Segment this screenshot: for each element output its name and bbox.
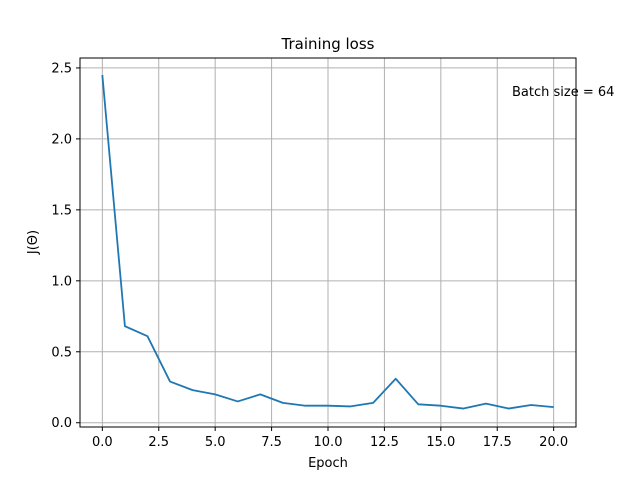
- y-tick-label: 2.5: [51, 61, 72, 76]
- x-tick-label: 2.5: [148, 435, 169, 450]
- chart-title: Training loss: [281, 35, 375, 53]
- x-axis-label: Epoch: [308, 456, 348, 471]
- batch-size-annotation: Batch size = 64: [512, 85, 614, 100]
- y-tick-label: 1.0: [51, 274, 72, 289]
- x-tick-label: 5.0: [205, 435, 226, 450]
- y-axis-label: J(Θ): [26, 230, 41, 255]
- y-axis-ticks: 0.0 0.5 1.0 1.5 2.0 2.5: [51, 61, 80, 431]
- loss-line: [101, 74, 554, 410]
- y-tick-label: 0.5: [51, 345, 72, 360]
- y-tick-label: 0.0: [51, 416, 72, 431]
- x-tick-label: 10.0: [314, 435, 343, 450]
- x-tick-label: 12.5: [370, 435, 399, 450]
- x-tick-label: 20.0: [539, 435, 568, 450]
- series-lines: [101, 74, 554, 410]
- y-tick-label: 2.0: [51, 132, 72, 147]
- x-tick-label: 7.5: [261, 435, 282, 450]
- x-axis-ticks: 0.0 2.5 5.0 7.5 10.0 12.5 15.0 17.5 20.0: [92, 427, 568, 450]
- x-tick-label: 0.0: [92, 435, 113, 450]
- y-tick-label: 1.5: [51, 203, 72, 218]
- x-tick-label: 15.0: [426, 435, 455, 450]
- grid-lines: [80, 58, 576, 427]
- x-tick-label: 17.5: [483, 435, 512, 450]
